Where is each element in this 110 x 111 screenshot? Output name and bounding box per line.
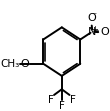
Text: F: F: [48, 95, 54, 105]
Text: O: O: [101, 27, 109, 37]
Text: O: O: [21, 59, 29, 69]
Text: F: F: [70, 95, 76, 105]
Text: CH₃: CH₃: [0, 59, 19, 69]
Text: F: F: [59, 101, 65, 111]
Text: O: O: [87, 13, 96, 23]
Text: +: +: [91, 25, 98, 34]
Text: ⁻: ⁻: [92, 12, 97, 22]
Text: N: N: [88, 27, 96, 37]
